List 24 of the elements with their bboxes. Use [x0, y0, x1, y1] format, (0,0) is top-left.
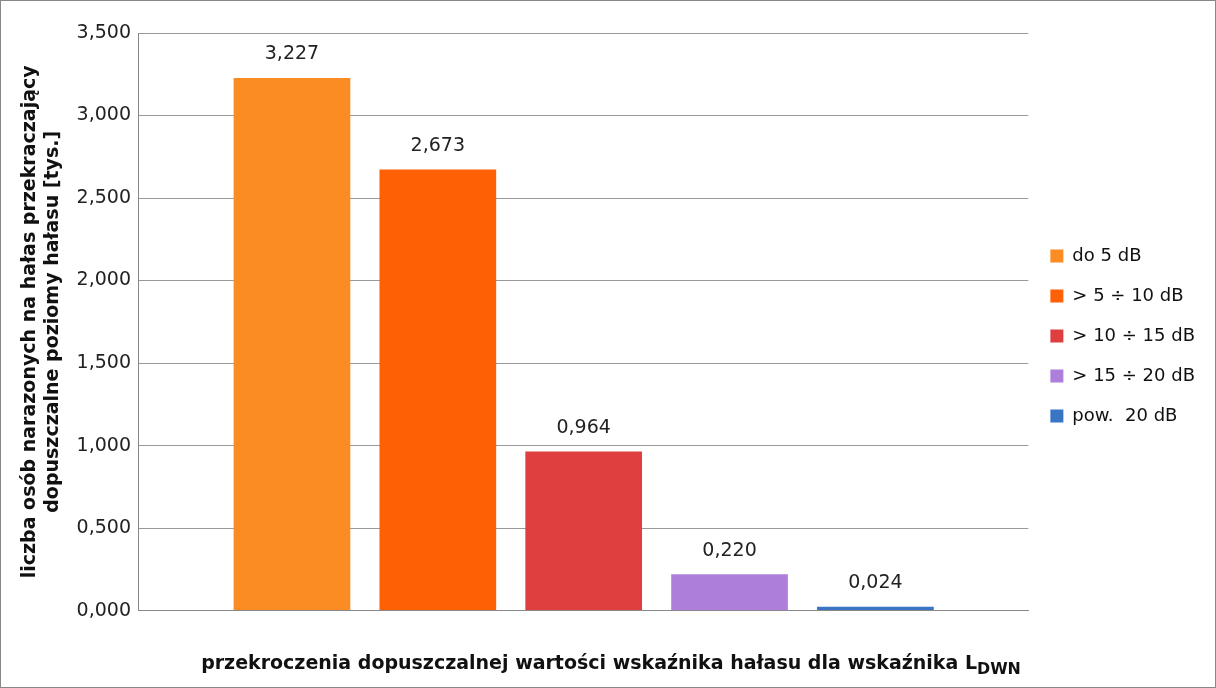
- bar: [233, 78, 351, 611]
- legend-label: > 10 ÷ 15 dB: [1072, 323, 1196, 345]
- data-label: 0,024: [848, 570, 903, 593]
- bar: [525, 451, 643, 611]
- data-label: 2,673: [410, 132, 466, 155]
- y-tick-label: 2,500: [76, 184, 131, 207]
- y-tick-label: 2,000: [76, 267, 131, 290]
- y-tick-label: 0,000: [76, 597, 131, 620]
- y-tick-label: 3,000: [76, 102, 131, 125]
- y-tick-label: 3,500: [76, 19, 131, 42]
- legend-label: do 5 dB: [1072, 243, 1142, 265]
- data-label: 0,964: [556, 414, 611, 437]
- legend-label: > 15 ÷ 20 dB: [1072, 363, 1196, 385]
- y-tick-label: 1,500: [76, 349, 131, 372]
- bar: [379, 169, 497, 611]
- data-label: 0,220: [702, 537, 757, 560]
- y-axis-title: liczba osób narazonych na hałas przekraczający dopuszczalne poziomy hałasu [tys.]: [17, 64, 63, 579]
- bar: [671, 574, 788, 611]
- data-label: 3,227: [264, 41, 320, 64]
- legend-label: > 5 ÷ 10 dB: [1072, 283, 1184, 305]
- legend-label: pow. 20 dB: [1072, 403, 1178, 425]
- x-axis-title: przekroczenia dopuszczalnej wartości wskaźnika hałasu dla wskaźnika L$_{DWN}$: [200, 651, 1022, 678]
- y-tick-label: 1,000: [76, 432, 131, 455]
- y-tick-label: 0,500: [76, 515, 131, 538]
